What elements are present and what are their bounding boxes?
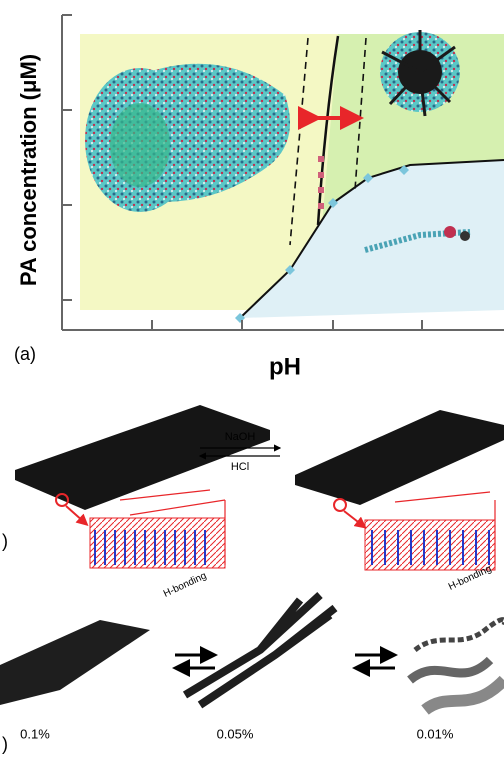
panel-a: PA concentration (μM) pH (a) xyxy=(14,15,504,380)
panel-label: ) xyxy=(2,531,8,551)
twisted-ribbon xyxy=(410,660,490,680)
reagent-label: NaOH xyxy=(225,431,256,443)
nanobelt xyxy=(295,410,504,505)
x-axis-label: pH xyxy=(269,353,301,380)
twisted-ribbon xyxy=(415,620,504,650)
panel-label: ) xyxy=(2,734,8,754)
molecular-packing-right: H-bonding xyxy=(334,492,495,593)
concentration-label: 0.01% xyxy=(417,726,454,741)
reagent-label: HCl xyxy=(231,461,249,473)
nanobelt-stack xyxy=(0,620,150,705)
splitting-belt xyxy=(185,595,335,705)
y-axis-label: PA concentration (μM) xyxy=(16,54,41,286)
panel-label: (a) xyxy=(14,344,36,364)
panel-b: NaOH HCl H-bonding H-bonding ) xyxy=(2,405,504,600)
nanobelt xyxy=(15,405,270,510)
bond-label: H-bonding xyxy=(162,570,208,599)
concentration-label: 0.1% xyxy=(20,726,50,741)
panel-c: 0.1% 0.05% 0.01% ) xyxy=(0,595,504,754)
concentration-label: 0.05% xyxy=(217,726,254,741)
figure: PA concentration (μM) pH (a) NaOH HCl H-… xyxy=(0,0,504,757)
twisted-ribbon xyxy=(425,680,504,710)
page: PA concentration (μM) pH (a) NaOH HCl H-… xyxy=(0,0,504,757)
